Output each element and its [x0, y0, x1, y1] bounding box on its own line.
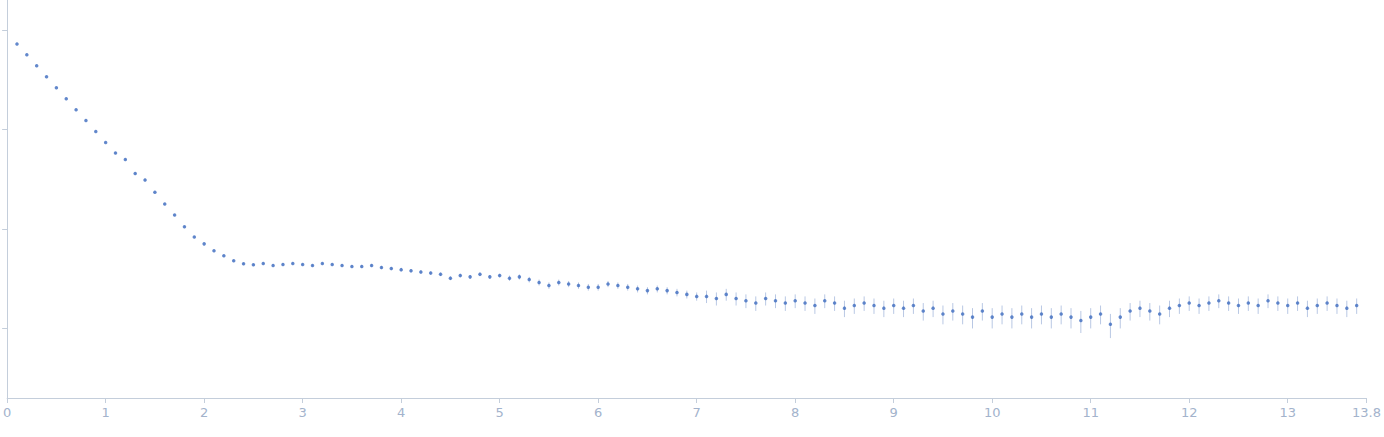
- svg-text:6: 6: [594, 405, 602, 420]
- svg-text:11: 11: [1082, 405, 1099, 420]
- svg-text:0: 0: [3, 405, 11, 420]
- svg-text:3: 3: [299, 405, 307, 420]
- svg-text:1: 1: [102, 405, 110, 420]
- svg-text:9: 9: [890, 405, 898, 420]
- svg-text:8: 8: [791, 405, 799, 420]
- svg-text:13.8: 13.8: [1352, 405, 1381, 420]
- svg-text:5: 5: [496, 405, 504, 420]
- svg-text:2: 2: [200, 405, 208, 420]
- svg-text:13: 13: [1279, 405, 1296, 420]
- svg-text:10: 10: [984, 405, 1001, 420]
- svg-text:12: 12: [1181, 405, 1198, 420]
- svg-text:7: 7: [693, 405, 701, 420]
- svg-text:4: 4: [397, 405, 405, 420]
